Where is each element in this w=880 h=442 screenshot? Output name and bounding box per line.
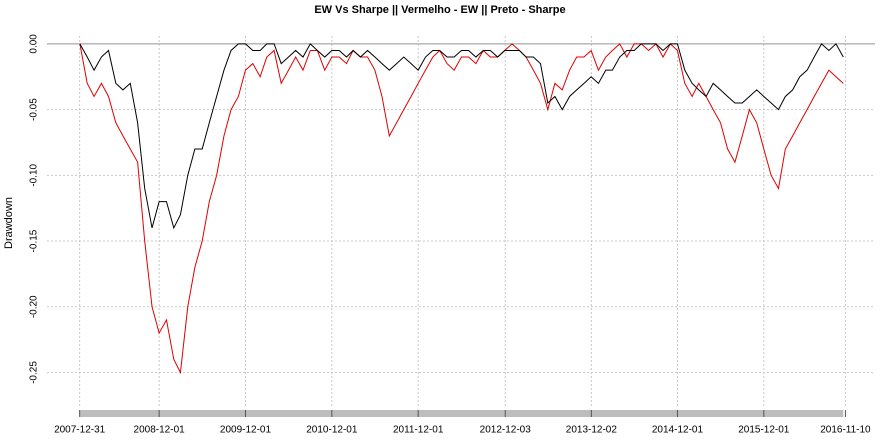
time-bar (79, 410, 844, 417)
x-tick-label: 2015-12-01 (738, 425, 790, 436)
y-axis-label: Drawdown (3, 197, 15, 249)
x-tick-label: 2012-12-03 (480, 425, 532, 436)
x-tick-label: 2011-12-01 (393, 425, 444, 436)
series-line (79, 43, 844, 375)
y-tick-label: -0.05 (29, 98, 40, 121)
x-tick-label: 2009-12-01 (220, 425, 272, 436)
x-tick-label: 2010-12-01 (306, 425, 358, 436)
x-tick-label: 2008-12-01 (134, 425, 186, 436)
chart-title: EW Vs Sharpe || Vermelho - EW || Preto -… (314, 4, 565, 16)
y-tick-label: -0.25 (29, 361, 40, 384)
series-line (79, 43, 844, 230)
y-tick-label: -0.20 (29, 295, 40, 318)
x-tick-label: 2013-12-02 (566, 425, 618, 436)
y-tick-label: 0.00 (29, 34, 40, 54)
x-tick-label: 2014-12-01 (652, 425, 704, 436)
x-tick-label: 2016-11-10 (820, 425, 871, 436)
x-tick-label: 2007-12-31 (54, 425, 106, 436)
y-tick-label: -0.10 (29, 164, 40, 187)
y-tick-label: -0.15 (29, 229, 40, 252)
